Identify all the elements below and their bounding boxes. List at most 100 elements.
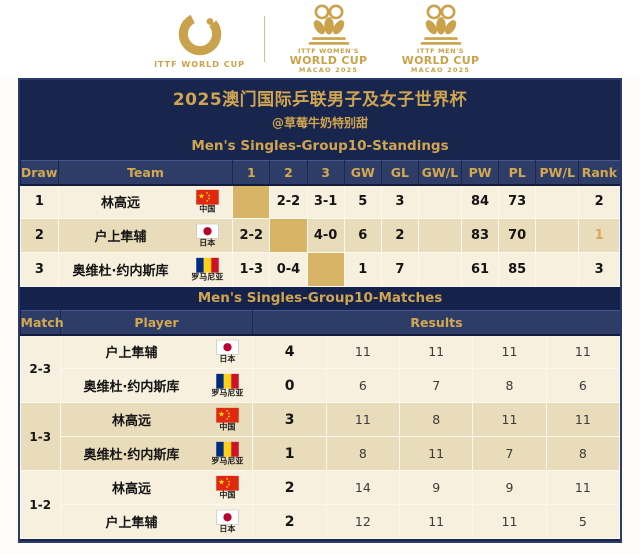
player-name: 林高远	[111, 482, 151, 497]
japan-flag-icon	[216, 509, 239, 525]
game-2: 7	[399, 368, 474, 403]
player-cell: 奥维杜·约内斯库 罗马尼亚	[59, 436, 254, 471]
gl-value: 3	[380, 184, 419, 219]
svg-text:★: ★	[218, 409, 225, 418]
flag-box: 日本	[188, 223, 226, 248]
flag-box: 罗马尼亚	[208, 373, 246, 398]
svg-text:★: ★	[218, 477, 225, 486]
gwl-value	[417, 252, 462, 287]
mens-logo-line1: ITTF MEN'S	[416, 46, 465, 55]
col-gl: GL	[381, 160, 419, 186]
womens-logo-line1: ITTF WOMEN'S	[297, 46, 360, 55]
match-label: 1-2	[20, 470, 61, 539]
match-score: 0	[252, 368, 327, 403]
player-cell: 奥维杜·约内斯库 罗马尼亚	[59, 368, 254, 403]
romania-flag-icon	[195, 257, 219, 273]
flag-box: 日本	[208, 339, 246, 364]
player-name: 林高远	[100, 196, 140, 212]
gl-value: 7	[380, 252, 419, 287]
flag-box: 罗马尼亚	[208, 441, 246, 466]
svg-text:★: ★	[226, 408, 229, 412]
gw-value: 6	[343, 218, 382, 253]
result-vs-1: 2-2	[232, 218, 271, 253]
col-2: 2	[269, 160, 308, 186]
game-3: 9	[472, 470, 547, 505]
china-flag-icon: ★ ★ ★ ★ ★	[216, 407, 239, 423]
svg-text:★: ★	[198, 191, 205, 200]
game-2: 11	[399, 504, 474, 539]
matches-table: Match Player Results 2-3 户上隼辅 日本	[20, 310, 621, 539]
match-row: 1-2 林高远 ★ ★ ★ ★ ★ 中国	[20, 470, 621, 539]
rank-value-highlighted: 1	[578, 218, 620, 253]
game-3: 11	[472, 334, 547, 369]
main-panel: 2025澳门国际乒联男子及女子世界杯 @草莓牛奶特别甜 Men's Single…	[18, 78, 622, 543]
player-name: 奥维杜·约内斯库	[83, 380, 180, 395]
match-label: 2-3	[20, 334, 61, 403]
logo-divider	[263, 16, 265, 62]
svg-text:★: ★	[207, 193, 210, 197]
game-4: 11	[545, 402, 621, 437]
match-row: 1-3 林高远 ★ ★ ★ ★ ★ 中国	[20, 402, 621, 471]
game-1: 8	[325, 436, 401, 471]
match-score: 2	[252, 504, 327, 539]
game-3: 11	[472, 504, 547, 539]
game-4: 6	[545, 368, 621, 403]
country-label: 罗马尼亚	[191, 272, 224, 282]
player-cell: 户上隼辅 日本	[59, 334, 254, 369]
flag-box: ★ ★ ★ ★ ★ 中国	[188, 189, 226, 214]
romania-flag-icon	[216, 441, 239, 457]
svg-text:★: ★	[205, 191, 208, 195]
mens-logo-line3: MACAO 2025	[410, 66, 471, 75]
match-row: 奥维杜·约内斯库 罗马尼亚 1 8 11 7 8	[21, 436, 621, 471]
game-3: 8	[472, 368, 547, 403]
flag-box: ★ ★ ★ ★ ★ 中国	[208, 475, 246, 500]
game-3: 11	[472, 402, 547, 437]
flag-box: 日本	[208, 509, 246, 534]
match-row: 奥维杜·约内斯库 罗马尼亚 0 6 7 8 6	[21, 368, 621, 403]
col-1: 1	[232, 160, 271, 186]
player-name: 林高远	[111, 414, 151, 429]
standings-row-2: 2 户上隼辅 日本 2-2 4-0 6 2 83	[20, 218, 620, 253]
logo-bar: ITTF WORLD CUP ITTF WOMEN'S WORLD CUP MA…	[0, 0, 640, 78]
game-4: 8	[545, 436, 621, 471]
result-vs-3: 4-0	[306, 218, 345, 253]
pl-value: 73	[498, 184, 537, 219]
country-label: 日本	[219, 354, 236, 364]
svg-text:★: ★	[226, 485, 229, 489]
pl-value: 70	[498, 218, 537, 253]
col-draw: Draw	[20, 160, 59, 186]
game-2: 11	[399, 334, 474, 369]
svg-text:★: ★	[226, 417, 229, 421]
pw-value: 61	[460, 252, 500, 287]
player-name: 奥维杜·约内斯库	[83, 448, 180, 463]
china-flag-icon: ★ ★ ★ ★ ★	[216, 475, 239, 491]
game-1: 12	[325, 504, 401, 539]
page-title: 2025澳门国际乒联男子及女子世界杯	[172, 90, 468, 110]
player-name: 户上隼辅	[105, 346, 158, 362]
country-label: 日本	[219, 524, 236, 534]
mens-logo-line2: WORLD CUP	[401, 53, 480, 67]
col-gwl: GW/L	[418, 160, 462, 186]
diagonal-cell	[232, 184, 271, 219]
china-flag-icon: ★ ★ ★ ★ ★	[195, 189, 219, 205]
mens-world-cup-icon	[420, 4, 461, 45]
game-1: 11	[325, 402, 401, 437]
gwl-value	[417, 184, 462, 219]
game-1: 11	[325, 334, 401, 369]
svg-text:★: ★	[205, 199, 208, 203]
game-3: 7	[472, 436, 547, 471]
player-name: 户上隼辅	[94, 230, 147, 245]
matches-header-row: Match Player Results	[20, 310, 620, 336]
game-2: 8	[399, 402, 474, 437]
gw-value: 5	[343, 184, 382, 219]
svg-text:★: ★	[227, 414, 230, 418]
result-vs-1: 1-3	[232, 252, 271, 287]
match-score: 4	[252, 334, 327, 369]
romania-flag-icon	[216, 373, 239, 389]
game-2: 9	[399, 470, 474, 505]
match-row: 2-3 户上隼辅 日本 4 11 11 11 11	[20, 334, 621, 403]
womens-world-cup-icon	[308, 4, 349, 45]
team-cell: 林高远 ★ ★ ★ ★ ★ 中国	[57, 184, 234, 219]
match-row: 户上隼辅 日本 2 12 11 11 5	[21, 504, 621, 539]
match-label: 1-3	[20, 402, 61, 471]
